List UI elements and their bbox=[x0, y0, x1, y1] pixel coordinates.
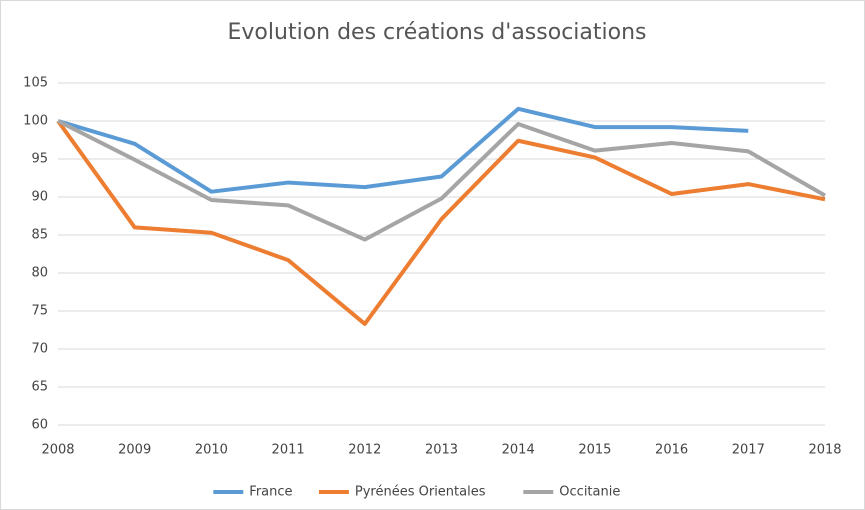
x-tick-label: 2009 bbox=[118, 443, 151, 458]
y-tick-label: 65 bbox=[31, 380, 48, 395]
legend-label: France bbox=[249, 485, 292, 500]
x-tick-label: 2012 bbox=[348, 443, 381, 458]
series-line bbox=[56, 119, 826, 326]
legend-label: Pyrénées Orientales bbox=[355, 485, 486, 500]
chart-title: Evolution des créations d'associations bbox=[228, 20, 647, 45]
y-tick-label: 90 bbox=[31, 190, 48, 205]
y-tick-label: 105 bbox=[23, 76, 48, 91]
x-tick-label: 2008 bbox=[41, 443, 74, 458]
x-tick-label: 2017 bbox=[732, 443, 765, 458]
legend-label: Occitanie bbox=[559, 485, 620, 500]
y-tick-label: 85 bbox=[31, 228, 48, 243]
series-line bbox=[57, 119, 826, 242]
y-tick-label: 100 bbox=[23, 114, 48, 129]
y-tick-label: 60 bbox=[31, 418, 48, 433]
x-tick-label: 2016 bbox=[655, 443, 688, 458]
y-tick-label: 95 bbox=[31, 152, 48, 167]
x-tick-label: 2018 bbox=[808, 443, 841, 458]
series-line bbox=[57, 106, 749, 194]
x-tick-label: 2013 bbox=[425, 443, 458, 458]
x-tick-label: 2010 bbox=[195, 443, 228, 458]
y-tick-label: 70 bbox=[31, 342, 48, 357]
x-tick-label: 2014 bbox=[502, 443, 535, 458]
x-tick-label: 2015 bbox=[578, 443, 611, 458]
y-tick-label: 75 bbox=[31, 304, 48, 319]
x-tick-label: 2011 bbox=[272, 443, 305, 458]
y-tick-label: 80 bbox=[31, 266, 48, 281]
